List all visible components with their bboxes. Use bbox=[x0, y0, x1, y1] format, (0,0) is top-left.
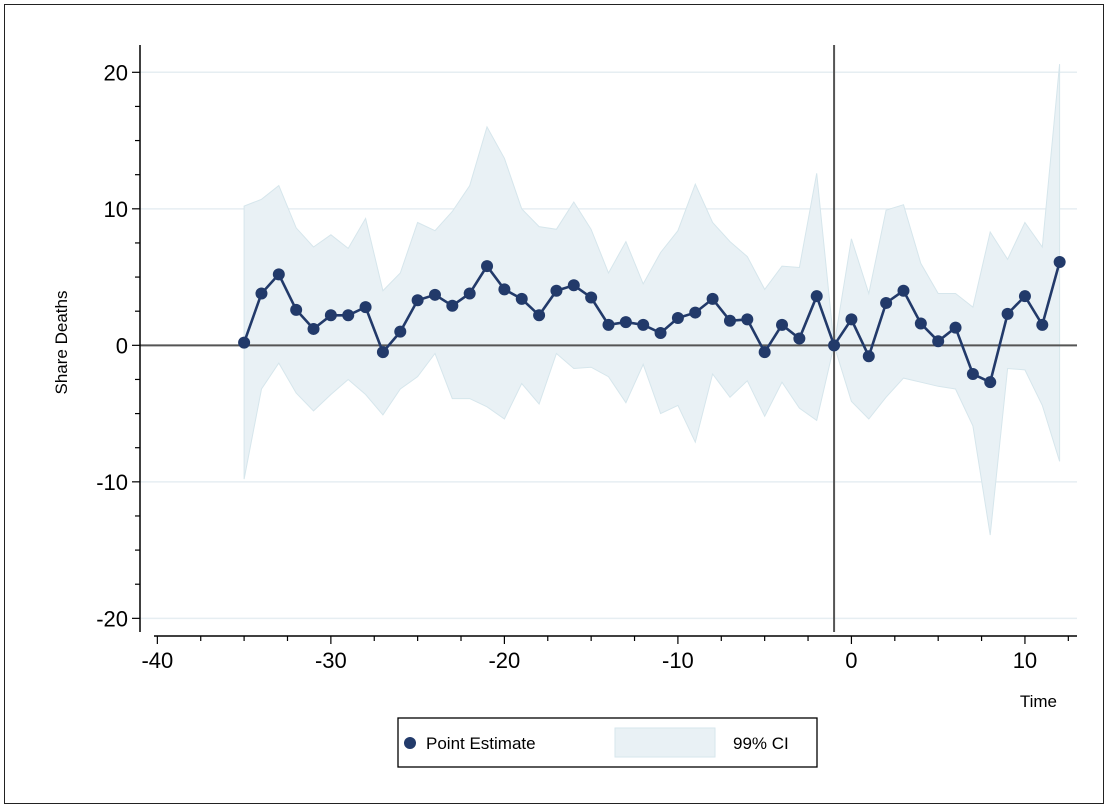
point-estimate-marker bbox=[810, 290, 823, 303]
point-estimate-marker bbox=[619, 316, 632, 329]
point-estimate-marker bbox=[533, 309, 546, 322]
point-estimate-marker bbox=[342, 309, 355, 322]
reference-lines bbox=[140, 45, 1077, 632]
point-estimate-marker bbox=[671, 312, 684, 325]
point-estimate-marker bbox=[585, 291, 598, 304]
ci-band bbox=[243, 64, 1061, 536]
point-estimate-marker bbox=[463, 287, 476, 300]
point-estimate-marker bbox=[914, 317, 927, 330]
x-tick-label: -40 bbox=[141, 648, 173, 673]
legend: Point Estimate 99% CI bbox=[397, 717, 818, 768]
point-estimate-marker bbox=[1018, 290, 1031, 303]
chart-frame: -20 -10 0 10 20 -40 -30 -20 -10 0 10 Share Deaths… bbox=[4, 4, 1104, 804]
point-estimate-marker bbox=[255, 287, 268, 300]
point-estimate-marker bbox=[359, 301, 372, 314]
point-estimate-marker bbox=[723, 314, 736, 327]
point-estimate-marker bbox=[984, 376, 997, 389]
point-estimate-marker bbox=[394, 325, 407, 338]
point-estimate-marker bbox=[654, 327, 667, 340]
point-estimate-marker bbox=[515, 292, 528, 305]
point-estimate-marker bbox=[567, 279, 580, 292]
y-axis-title: Share Deaths bbox=[52, 291, 71, 395]
point-estimate-marker bbox=[1053, 256, 1066, 269]
y-axis-ticks: -20 -10 0 10 20 bbox=[96, 60, 140, 631]
point-estimate-marker bbox=[307, 322, 320, 335]
y-tick-label: 10 bbox=[104, 197, 128, 222]
x-tick-label: -30 bbox=[315, 648, 347, 673]
point-estimate-marker bbox=[706, 292, 719, 305]
y-tick-label: 0 bbox=[116, 333, 128, 358]
point-estimate-marker bbox=[932, 335, 945, 348]
y-tick-label: 20 bbox=[104, 60, 128, 85]
x-tick-label: 10 bbox=[1013, 648, 1037, 673]
point-estimate-marker bbox=[446, 299, 459, 312]
point-estimate-marker bbox=[602, 318, 615, 331]
point-estimate-marker bbox=[481, 260, 494, 273]
legend-box bbox=[397, 717, 818, 768]
x-tick-label: 0 bbox=[845, 648, 857, 673]
point-estimate-marker bbox=[880, 297, 893, 310]
point-estimate-marker bbox=[758, 346, 771, 359]
y-tick-label: -10 bbox=[96, 470, 128, 495]
point-estimate-marker bbox=[689, 306, 702, 319]
point-estimate-marker bbox=[741, 313, 754, 326]
x-tick-label: -10 bbox=[662, 648, 694, 673]
point-estimate-marker bbox=[238, 336, 251, 349]
point-estimate-marker bbox=[862, 350, 875, 363]
point-estimate-marker bbox=[793, 332, 806, 345]
x-tick-label: -20 bbox=[488, 648, 520, 673]
point-estimate-markers bbox=[238, 256, 1066, 389]
point-estimate-marker bbox=[498, 283, 511, 296]
axes bbox=[139, 45, 1077, 637]
legend-swatch-ci bbox=[614, 727, 716, 758]
point-estimate-marker bbox=[1036, 318, 1049, 331]
point-estimate-marker bbox=[411, 294, 424, 307]
point-estimate-marker bbox=[550, 284, 563, 297]
point-estimate-marker bbox=[966, 367, 979, 380]
point-estimate-marker bbox=[949, 321, 962, 334]
y-tick-label: -20 bbox=[96, 606, 128, 631]
point-estimate-marker bbox=[272, 268, 285, 281]
point-estimate-marker bbox=[324, 309, 337, 322]
point-estimate-marker bbox=[897, 284, 910, 297]
x-axis-title: Time bbox=[1020, 692, 1057, 711]
point-estimate-marker bbox=[637, 318, 650, 331]
point-estimate-marker bbox=[1001, 307, 1014, 320]
point-estimate-marker bbox=[290, 303, 303, 316]
point-estimate-marker bbox=[845, 313, 858, 326]
legend-marker-point-estimate bbox=[404, 737, 416, 749]
legend-label-ci: 99% CI bbox=[733, 734, 789, 753]
point-estimate-marker bbox=[376, 346, 389, 359]
legend-label-point-estimate: Point Estimate bbox=[426, 734, 536, 753]
point-estimate-marker bbox=[428, 288, 441, 301]
chart-canvas: -20 -10 0 10 20 -40 -30 -20 -10 0 10 Share Deaths… bbox=[52, 45, 1077, 768]
point-estimate-marker bbox=[828, 339, 841, 352]
point-estimate-marker bbox=[776, 318, 789, 331]
x-axis-ticks: -40 -30 -20 -10 0 10 bbox=[141, 636, 1069, 673]
